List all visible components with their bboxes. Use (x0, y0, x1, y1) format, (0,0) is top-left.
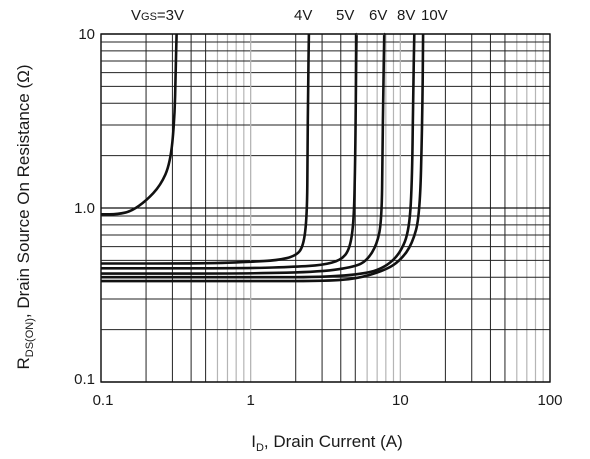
series-curve-10v (101, 32, 425, 283)
plot-frame (100, 33, 551, 383)
series-curves (100, 32, 425, 283)
curve-label-4v: 4V (294, 7, 312, 24)
y-axis-title: RDS(ON), Drain Source On Resistance (Ω) (14, 64, 36, 369)
x-axis-title: ID, Drain Current (A) (251, 432, 403, 454)
y-tick-label: 10 (78, 26, 95, 43)
series-curve-4v (101, 33, 311, 265)
series-curve-8v (101, 33, 416, 279)
x-tick-label: 100 (537, 392, 562, 409)
curve-label-vgs-3v: VGS=3V (131, 7, 184, 24)
y-tick-label: 1.0 (74, 200, 95, 217)
x-tick-label: 0.1 (93, 392, 114, 409)
curve-label-10v: 10V (421, 7, 448, 24)
y-tick-label: 0.1 (74, 371, 95, 388)
series-curve-vgs-3v (101, 33, 178, 216)
series-curve-6v (101, 32, 386, 275)
curve-labels: VGS=3V 4V 5V 6V 8V 10V (131, 7, 448, 24)
major-gridlines (100, 33, 551, 383)
curve-label-6v: 6V (369, 7, 387, 24)
tick-labels: 0.1 1 10 100 0.1 1.0 10 (74, 26, 562, 409)
x-tick-label: 1 (246, 392, 254, 409)
series-curve-5v (100, 32, 358, 270)
curve-label-5v: 5V (336, 7, 354, 24)
curve-label-8v: 8V (397, 7, 415, 24)
x-tick-label: 10 (392, 392, 409, 409)
